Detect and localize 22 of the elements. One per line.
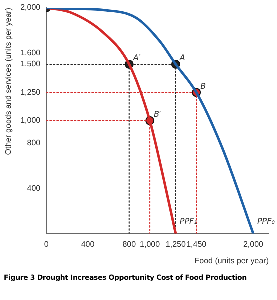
x-tick-label: 1,450: [186, 240, 208, 249]
y-axis-title: Other goods and services (units per year): [4, 8, 14, 156]
annotation: B′: [154, 110, 162, 119]
x-tick-label: 1,000: [140, 240, 161, 249]
annotation: PPF₁: [180, 216, 198, 226]
y-tick-label: 1,600: [20, 48, 42, 58]
y-tick-label: 2,000: [20, 3, 42, 12]
x-tick-label: 800: [122, 240, 137, 249]
annotation: A′: [132, 54, 141, 63]
y-tick-label: 1,000: [20, 116, 42, 126]
annotation: A: [178, 54, 186, 63]
annotation: PPF₀: [257, 216, 276, 226]
annotation: B: [200, 82, 206, 91]
x-tick-label: 2,000: [243, 240, 264, 249]
x-tick-label: 1,250: [166, 240, 186, 249]
x-tick-label: 0: [44, 240, 50, 249]
x-axis-title: Food (units per year): [194, 256, 270, 266]
y-tick-label: 1,250: [20, 88, 42, 97]
y-tick-label: 1,500: [20, 60, 42, 69]
y-tick-label: 400: [27, 184, 42, 193]
y-tick-label: 800: [27, 138, 42, 148]
x-tick-label: 400: [81, 240, 96, 249]
